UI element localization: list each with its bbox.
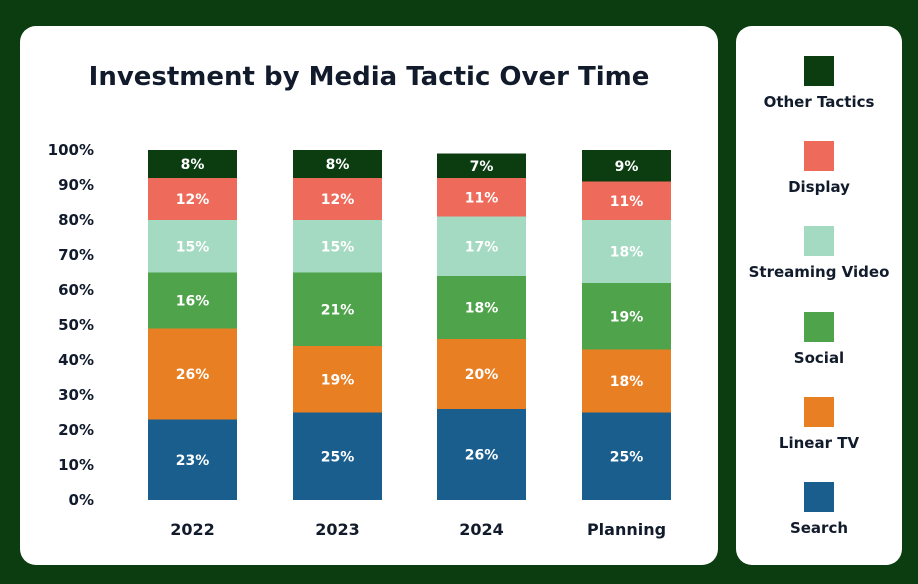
chart-title: Investment by Media Tactic Over Time <box>88 62 650 92</box>
data-label: 20% <box>465 367 499 383</box>
x-tick-label: Planning <box>587 520 666 539</box>
legend-item: Linear TV <box>736 396 902 452</box>
legend-item: Other Tactics <box>736 56 902 111</box>
legend-card <box>736 26 902 565</box>
y-tick-label: 60% <box>58 281 94 299</box>
bar-segment <box>293 272 382 346</box>
data-label: 8% <box>326 157 350 173</box>
bar-segment <box>148 220 237 273</box>
x-tick-label: 2024 <box>459 520 504 539</box>
data-label: 17% <box>465 239 499 255</box>
data-label: 19% <box>321 372 355 388</box>
bar-segment <box>148 272 237 329</box>
legend-item: Streaming Video <box>736 226 902 281</box>
y-tick-label: 50% <box>58 316 94 334</box>
data-label: 26% <box>465 448 499 464</box>
y-tick-label: 10% <box>58 456 94 474</box>
bar-segment <box>437 276 526 339</box>
bar-segment <box>437 409 526 500</box>
legend-label: Social <box>793 348 845 367</box>
bar-segment <box>293 346 382 413</box>
y-tick-label: 20% <box>58 421 94 439</box>
legend-label: Other Tactics <box>763 93 875 111</box>
y-tick-label: 70% <box>58 246 94 264</box>
bar-segment <box>582 220 671 283</box>
legend-swatch <box>804 226 834 257</box>
y-tick-label: 90% <box>58 176 94 194</box>
y-tick-label: 100% <box>48 141 94 159</box>
data-label: 12% <box>321 192 355 208</box>
bar-segment <box>148 150 237 178</box>
data-label: 19% <box>610 309 644 325</box>
bar-segment <box>148 178 237 220</box>
legend-item: Social <box>736 311 902 367</box>
legend-swatch <box>804 56 834 86</box>
legend-item: Display <box>736 141 902 196</box>
bar-segment <box>148 328 237 420</box>
legend-swatch <box>804 311 834 342</box>
data-label: 12% <box>176 192 210 208</box>
legend-swatch <box>804 396 834 427</box>
bar-segment <box>148 419 237 500</box>
y-tick-label: 0% <box>69 491 94 509</box>
bar-segment <box>582 150 671 182</box>
data-label: 26% <box>176 367 210 383</box>
y-tick-label: 80% <box>58 211 94 229</box>
data-label: 25% <box>610 449 644 465</box>
data-label: 18% <box>610 245 644 261</box>
data-label: 11% <box>465 190 499 206</box>
legend-item: Search <box>736 482 902 537</box>
x-tick-label: 2022 <box>170 520 215 539</box>
bar-segment <box>582 412 671 500</box>
data-label: 8% <box>181 157 205 173</box>
data-label: 18% <box>610 374 644 390</box>
y-tick-label: 30% <box>58 386 94 404</box>
bar-segment <box>293 178 382 220</box>
bar-segment <box>582 349 671 413</box>
data-label: 21% <box>321 302 355 318</box>
legend-label: Search <box>789 519 849 537</box>
bar-segment <box>293 412 382 500</box>
data-label: 9% <box>615 159 639 175</box>
bar-segment <box>437 178 526 217</box>
y-tick-label: 40% <box>58 351 94 369</box>
bar-segment <box>293 150 382 178</box>
bar-segment <box>437 153 526 178</box>
data-label: 15% <box>321 239 355 255</box>
data-label: 11% <box>610 194 644 210</box>
legend-swatch <box>804 141 834 172</box>
legend-label: Streaming Video <box>748 263 890 282</box>
x-tick-label: 2023 <box>315 520 360 539</box>
bar-segment <box>437 216 526 276</box>
data-label: 25% <box>321 449 355 465</box>
data-label: 7% <box>470 159 494 175</box>
data-label: 15% <box>176 239 210 255</box>
legend-label: Display <box>788 178 850 197</box>
bar-segment <box>437 339 526 409</box>
bar-segment <box>582 283 671 350</box>
data-label: 23% <box>176 453 210 469</box>
legend-label: Linear TV <box>778 433 860 452</box>
legend-swatch <box>804 482 834 512</box>
bar-segment <box>582 181 671 220</box>
data-label: 16% <box>176 294 210 310</box>
data-label: 18% <box>465 301 499 317</box>
bar-segment <box>293 220 382 273</box>
